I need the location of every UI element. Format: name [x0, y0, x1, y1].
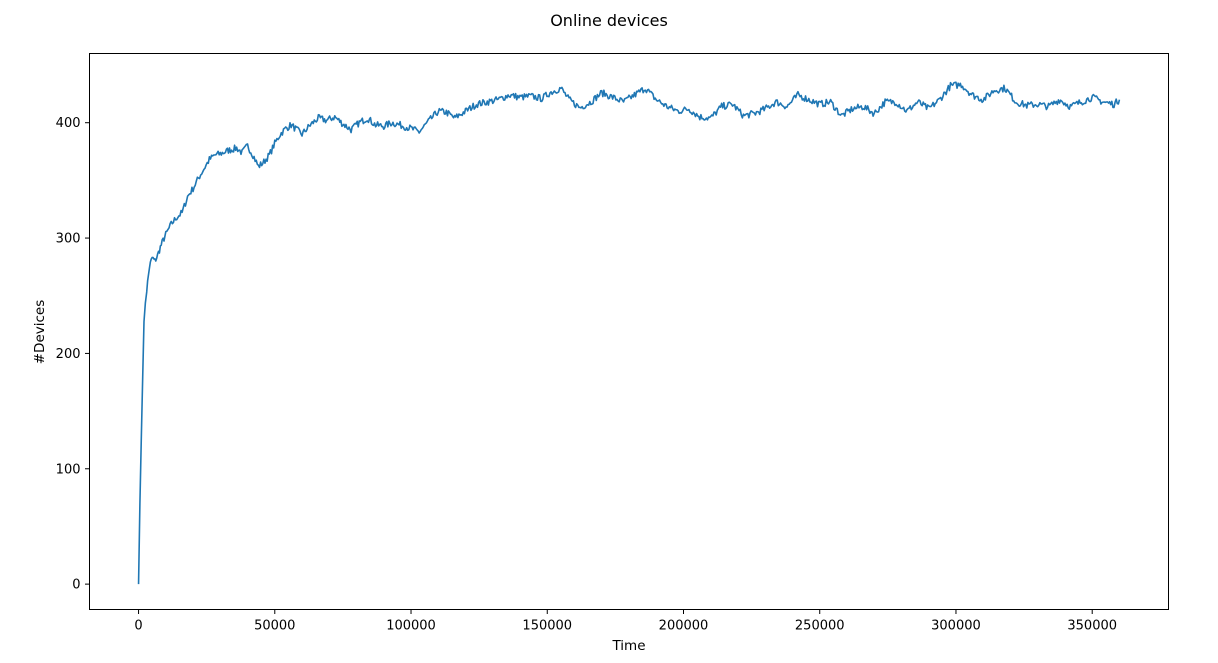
x-axis-title: Time — [611, 638, 645, 654]
chart-title: Online devices — [550, 11, 668, 30]
plot-frame — [89, 53, 1169, 610]
x-tick-label: 250000 — [795, 619, 845, 634]
x-tick-label: 350000 — [1067, 619, 1117, 634]
x-tick-label: 300000 — [931, 619, 981, 634]
series-line-0 — [137, 81, 1121, 585]
y-tick-label: 100 — [56, 462, 81, 477]
y-tick-label: 200 — [56, 347, 81, 362]
plot-area — [137, 81, 1121, 585]
x-tick-label: 0 — [134, 619, 142, 634]
x-tick-label: 200000 — [659, 619, 709, 634]
x-tick-label: 150000 — [522, 619, 572, 634]
y-tick-label: 400 — [56, 116, 81, 131]
x-axis: 0 50000 100000 150000 200000 250000 300000 3500… — [134, 609, 1117, 634]
x-tick-label: 100000 — [386, 619, 436, 634]
x-tick-label: 50000 — [254, 619, 295, 634]
y-tick-label: 300 — [56, 232, 81, 247]
y-axis-title: #Devices — [32, 300, 48, 365]
y-axis: 0 100 200 300 400 — [56, 116, 90, 593]
y-tick-label: 0 — [72, 578, 80, 593]
